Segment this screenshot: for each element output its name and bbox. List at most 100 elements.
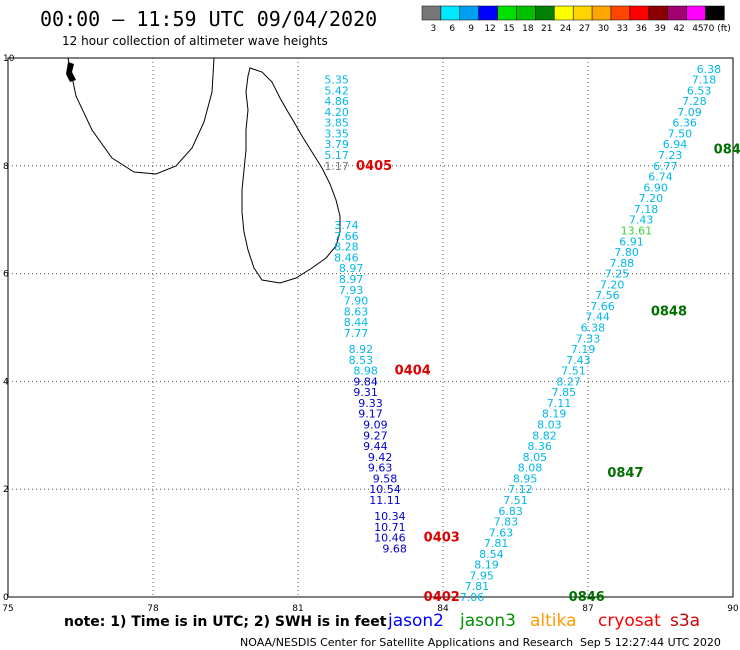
axis-tick-labels: 75 78 81 84 87 90 0 2 4 6 8 10 — [2, 54, 739, 614]
swh-value-label: 7.18 — [692, 74, 717, 87]
swh-value-label: 9.33 — [358, 397, 383, 410]
swh-value-label: 9.84 — [353, 375, 378, 388]
swh-value-label: 7.51 — [503, 494, 528, 507]
swh-value-label: 7.56 — [595, 289, 620, 302]
swh-value-label: 7.20 — [639, 192, 664, 205]
swh-value-label: 8.44 — [344, 316, 369, 329]
swh-value-label: 8.03 — [537, 419, 562, 432]
swh-value-label: 5.42 — [324, 84, 349, 97]
swh-value-label: 5.35 — [324, 74, 349, 87]
satellite-legend-cryosat: cryosat — [598, 611, 661, 631]
y-tick-label: 4 — [3, 377, 9, 387]
swh-value-label: 5.17 — [324, 149, 349, 162]
swh-value-label: 6.74 — [648, 171, 673, 184]
colorbar-label: 45 — [692, 24, 703, 34]
swh-observations: 5.355.424.864.203.853.353.795.171.17 3.74… — [324, 63, 721, 604]
swh-value-label: 4.86 — [324, 95, 349, 108]
x-tick-label: 78 — [147, 604, 159, 614]
swh-value-label: 9.09 — [363, 419, 388, 432]
swh-value-label: 8.08 — [518, 462, 543, 475]
chart-title: 00:00 – 11:59 UTC 09/04/2020 — [40, 7, 377, 31]
grid-lines — [7, 57, 734, 598]
coastline-sri-lanka — [66, 57, 341, 284]
colorbar-label: 27 — [579, 24, 590, 34]
swh-value-label: 7.93 — [339, 284, 364, 297]
swh-value-label: 8.95 — [513, 472, 538, 485]
pass-time-label: 0403 — [424, 531, 460, 546]
swh-value-label: 7.20 — [600, 278, 625, 291]
swh-value-label: 8.05 — [523, 451, 548, 464]
colorbar-swatch — [572, 5, 593, 21]
swh-value-label: 8.36 — [527, 440, 552, 453]
sri-lanka-coastline — [241, 67, 341, 284]
pass-time-label: 0846 — [569, 590, 605, 605]
pass-time-label: 0848 — [651, 304, 687, 319]
colorbar-label: 42 — [673, 24, 684, 34]
colorbar-label: 33 — [617, 24, 628, 34]
swh-value-label: 6.90 — [643, 181, 668, 194]
satellite-legend-jason3: jason3 — [459, 611, 516, 631]
pass-time-label: 0405 — [356, 159, 392, 174]
swh-value-label: 7.51 — [561, 365, 586, 378]
swh-value-label: 7.88 — [610, 257, 635, 270]
pass-time-labels: 0405 0404 0403 0402 0849 0848 0847 0846 — [356, 143, 740, 605]
colorbar-swatch — [629, 5, 650, 21]
colorbar-swatch — [705, 5, 725, 21]
island-outline — [66, 62, 76, 82]
y-tick-label: 6 — [3, 270, 9, 280]
swh-value-label: 7.90 — [344, 295, 369, 308]
swh-value-label: 8.63 — [344, 305, 369, 318]
colorbar-label: 3 — [430, 24, 436, 34]
x-tick-label: 84 — [437, 604, 449, 614]
swh-value-label: 7.19 — [571, 343, 596, 356]
x-tick-label: 87 — [582, 604, 593, 614]
chart-subtitle: 12 hour collection of altimeter wave hei… — [62, 34, 328, 48]
swh-value-label: 7.23 — [658, 149, 683, 162]
pass-time-label: 0404 — [395, 364, 431, 379]
swh-value-label: 6.36 — [672, 117, 697, 130]
colorbar-swatch — [591, 5, 612, 21]
swh-value-label: 8.46 — [334, 251, 359, 264]
swh-value-label: 9.44 — [363, 440, 388, 453]
pass-time-label: 0847 — [607, 466, 643, 481]
swh-value-label: 7.50 — [668, 127, 693, 140]
swh-value-label: 6.83 — [498, 505, 523, 518]
colorbar-label: 15 — [503, 24, 514, 34]
swh-value-label: 7.06 — [460, 591, 485, 604]
swh-value-label: 8.82 — [532, 429, 557, 442]
swh-value-label: 9.17 — [358, 408, 383, 421]
swh-value-label: 8.54 — [479, 548, 504, 561]
swh-value-label: 9.27 — [363, 429, 388, 442]
swh-value-label: 10.34 — [374, 510, 406, 523]
plot-area: 5.355.424.864.203.853.353.795.171.17 3.74… — [2, 54, 740, 614]
swh-value-label: 10.71 — [374, 521, 406, 534]
swh-value-label: 8.92 — [349, 343, 374, 356]
swh-value-label: 6.53 — [687, 84, 712, 97]
satellite-legend-s3a: s3a — [670, 611, 700, 631]
swh-value-label: 6.91 — [619, 235, 644, 248]
colorbar-label: 36 — [636, 24, 648, 34]
swh-value-label: 8.19 — [542, 408, 567, 421]
colorbar-label: 21 — [541, 24, 552, 34]
swh-value-label: 6.38 — [581, 322, 606, 335]
y-tick-label: 8 — [3, 162, 9, 172]
swh-value-label: 7.09 — [677, 106, 702, 119]
colorbar-label: 12 — [484, 24, 495, 34]
colorbar-swatch — [648, 5, 668, 21]
swh-value-label: 6.94 — [663, 138, 688, 151]
colorbar-swatch — [610, 5, 631, 21]
x-tick-label: 81 — [292, 604, 303, 614]
colorbar-swatch — [497, 5, 517, 21]
colorbar-label: 24 — [560, 24, 572, 34]
swh-value-label: 7.81 — [465, 580, 490, 593]
swh-value-label: 3.85 — [324, 117, 349, 130]
swh-value-label: 9.63 — [368, 462, 393, 475]
swh-value-label: 8.97 — [339, 273, 364, 286]
footer-timestamp: Sep 5 12:27:44 UTC 2020 — [580, 636, 721, 649]
colorbar-label: 9 — [468, 24, 474, 34]
swh-value-label: 7.81 — [484, 537, 509, 550]
pass-time-label: 0402 — [424, 590, 460, 605]
y-tick-label: 0 — [3, 593, 9, 603]
swh-value-label: 7.85 — [552, 386, 577, 399]
